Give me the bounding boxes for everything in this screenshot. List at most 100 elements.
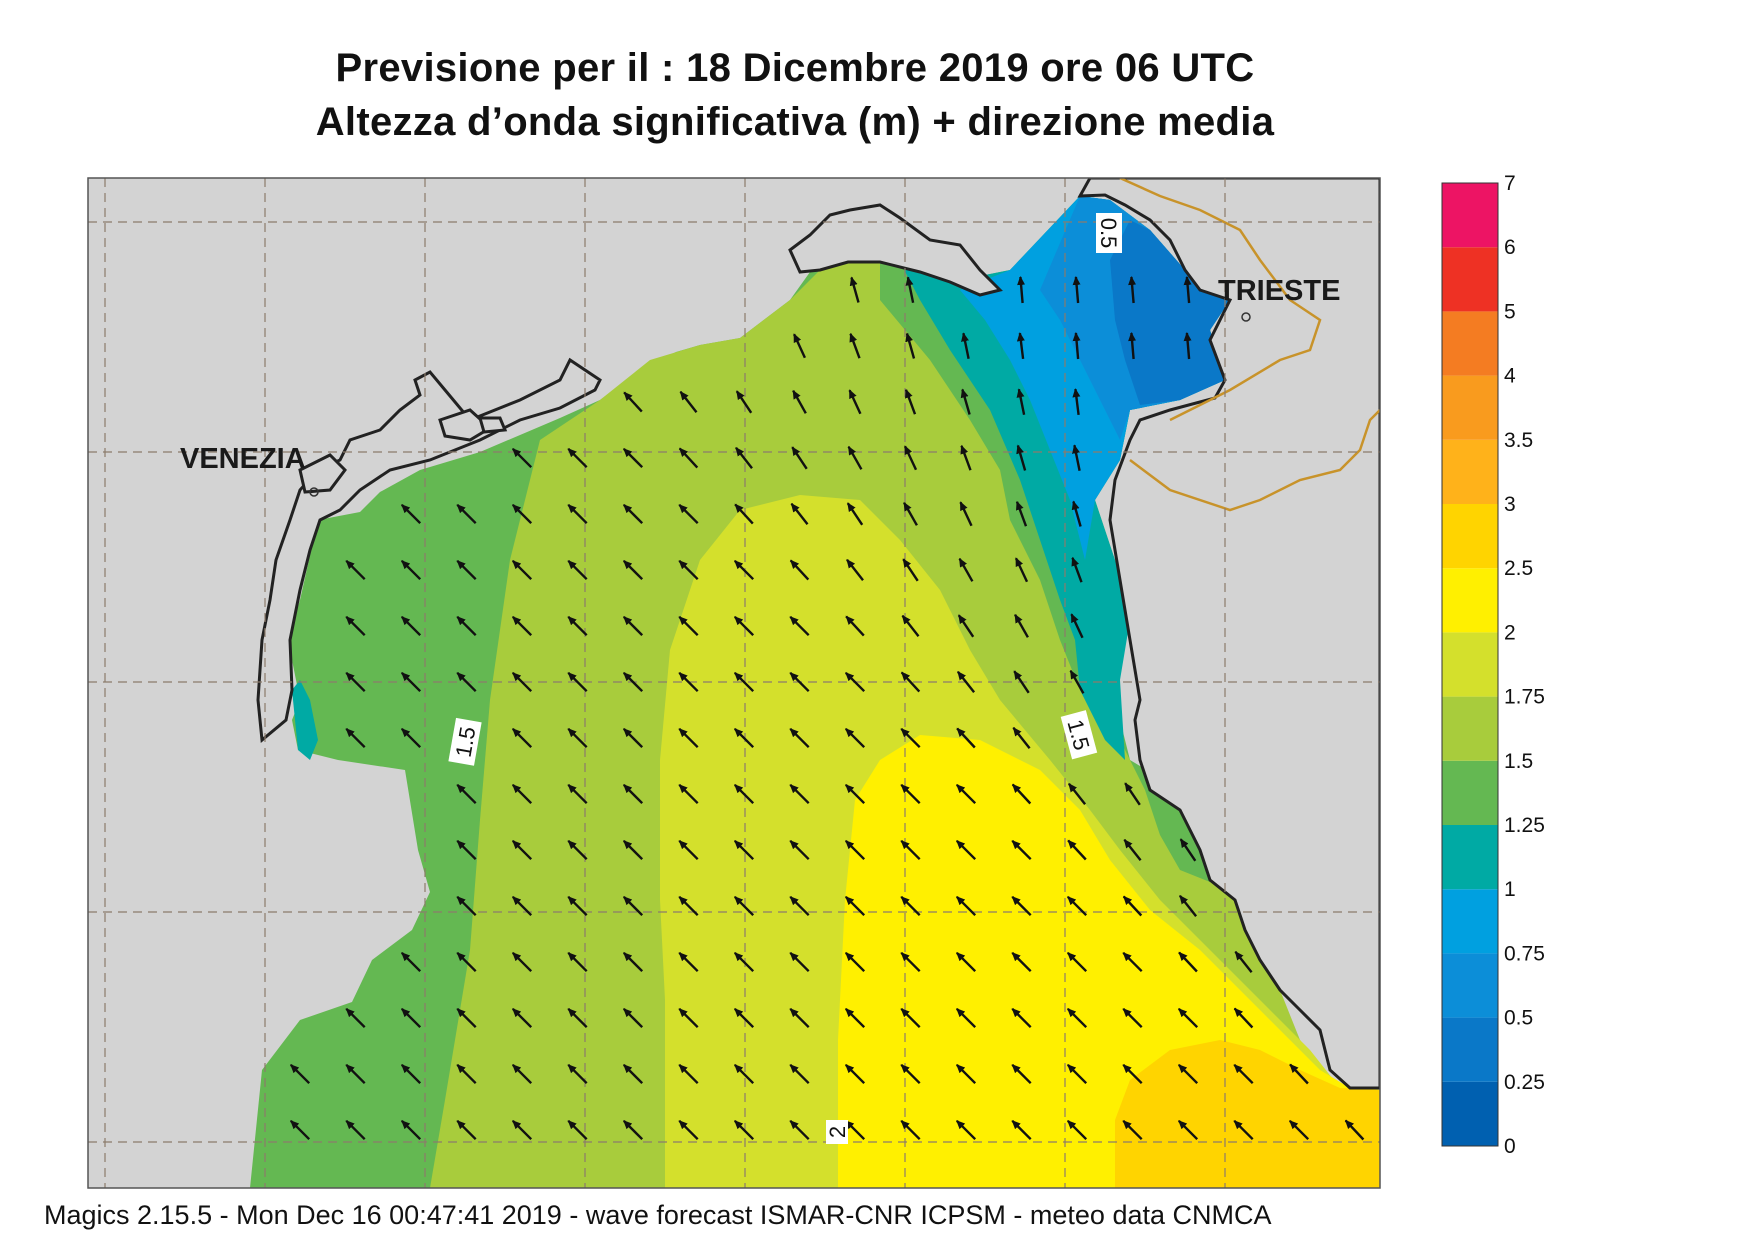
wave-direction-arrow [679, 391, 698, 413]
wave-direction-arrow [1015, 500, 1028, 527]
colorbar-swatch [1442, 1017, 1498, 1082]
wave-direction-arrow [511, 559, 533, 581]
wave-direction-arrow [958, 557, 974, 582]
wave-direction-arrow [957, 614, 975, 638]
wave-direction-arrow [511, 727, 533, 749]
colorbar-swatch [1442, 568, 1498, 633]
wave-direction-arrow [792, 389, 807, 414]
wave-direction-arrow [678, 1063, 699, 1085]
wave-direction-arrow [345, 727, 366, 749]
wave-direction-arrow [733, 1007, 755, 1029]
wave-direction-arrow [1011, 839, 1032, 861]
wave-direction-arrow [567, 783, 588, 805]
wave-direction-arrow [622, 1119, 644, 1141]
wave-direction-arrow [791, 446, 808, 470]
venice-island-3 [478, 416, 508, 434]
wave-direction-arrow [1122, 895, 1143, 917]
wave-direction-arrow [567, 727, 588, 749]
colorbar-tick-label: 2 [1504, 621, 1516, 644]
wave-direction-arrow [790, 503, 809, 525]
wave-direction-arrow [400, 503, 422, 525]
wave-direction-arrow [905, 332, 916, 359]
wave-direction-arrow [1179, 838, 1197, 862]
colorbar-swatch [1442, 504, 1498, 569]
wave-direction-arrow [960, 444, 972, 471]
wave-direction-arrow [901, 615, 920, 637]
wave-direction-arrow [793, 333, 806, 359]
wave-direction-arrow [844, 1119, 866, 1141]
wave-direction-arrow [1017, 276, 1026, 304]
wave-direction-arrow [900, 895, 921, 917]
wave-direction-arrow [1014, 557, 1029, 583]
wave-direction-arrow [1011, 1063, 1032, 1085]
colorbar-tick-label: 7 [1504, 172, 1516, 195]
wave-direction-arrow [622, 1063, 644, 1085]
wave-direction-arrow [345, 671, 366, 693]
wave-direction-arrow [1069, 669, 1085, 694]
colorbar-tick-label: 0.25 [1504, 1071, 1545, 1094]
wave-direction-arrow [511, 671, 533, 693]
wave-direction-arrow [567, 447, 588, 469]
colorbar-swatch [1442, 632, 1498, 697]
wave-direction-arrow [456, 1063, 477, 1085]
wave-direction-arrow [289, 1119, 311, 1141]
wave-direction-arrow [1128, 276, 1137, 304]
wave-direction-arrow [567, 1063, 588, 1085]
wave-direction-arrow [846, 559, 864, 581]
wave-direction-arrow [735, 447, 753, 469]
sea-band-2.5 [1115, 1040, 1380, 1188]
wave-direction-arrow [900, 1063, 921, 1085]
wave-direction-arrow [1013, 670, 1030, 694]
wave-direction-arrow [1016, 444, 1027, 471]
wave-direction-arrow [345, 1007, 366, 1029]
wave-direction-arrow [622, 895, 644, 917]
wave-direction-arrow [567, 559, 588, 581]
wave-direction-arrow [955, 951, 977, 973]
wave-direction-arrows [289, 276, 1365, 1141]
wave-direction-arrow [905, 276, 915, 303]
wave-direction-arrow [1066, 951, 1088, 973]
wave-direction-arrow [1233, 1119, 1254, 1141]
city-marker-venezia [309, 487, 319, 497]
colorbar-swatch [1442, 247, 1498, 312]
wave-direction-arrow [400, 727, 422, 749]
wave-direction-arrow [900, 1119, 921, 1141]
wave-direction-arrow [1016, 332, 1025, 360]
wave-direction-arrow [1066, 1063, 1088, 1085]
wave-direction-arrow [1072, 388, 1081, 416]
wave-direction-arrow [845, 615, 865, 637]
wave-direction-arrow [1066, 895, 1088, 917]
wave-direction-arrow [511, 951, 533, 973]
wave-direction-arrow [1012, 727, 1031, 749]
wave-direction-arrow [789, 895, 810, 917]
wave-direction-arrow [955, 895, 977, 917]
map-frame-content: 0.5 1.5 1.5 2 [88, 178, 1380, 1188]
wave-direction-arrow [678, 727, 699, 749]
colorbar-swatch [1442, 953, 1498, 1018]
wave-direction-arrow [511, 1119, 533, 1141]
wave-direction-arrow [844, 1063, 866, 1085]
wave-direction-arrow [1178, 951, 1198, 973]
wave-direction-arrow [1123, 839, 1142, 861]
wave-direction-arrow [456, 503, 477, 525]
wave-direction-arrow [622, 671, 644, 693]
wave-direction-arrow [789, 1007, 810, 1029]
wave-direction-arrow [789, 839, 810, 861]
wave-direction-arrow [733, 1119, 755, 1141]
colorbar: 0 0.25 0.5 0.75 1 1.25 1.5 1.75 2 2.5 3 3.5 4 5 6 7 [1441, 172, 1545, 1158]
wave-direction-arrow [678, 839, 699, 861]
wave-direction-arrow [678, 783, 699, 805]
colorbar-swatch [1442, 825, 1498, 890]
colorbar-tick-label: 4 [1504, 365, 1516, 388]
wave-direction-arrow [844, 1007, 866, 1029]
wave-direction-arrow [456, 1007, 477, 1029]
wave-direction-arrow [678, 951, 699, 973]
wave-direction-arrow [623, 391, 643, 413]
wave-direction-arrow [789, 783, 810, 805]
footer-credits: Magics 2.15.5 - Mon Dec 16 00:47:41 2019… [44, 1200, 1272, 1230]
wave-direction-arrow [678, 671, 699, 693]
wave-direction-arrow [567, 895, 588, 917]
wave-direction-arrow [567, 1007, 588, 1029]
wave-direction-arrow [1233, 1007, 1254, 1029]
wave-direction-arrow [1071, 500, 1082, 527]
